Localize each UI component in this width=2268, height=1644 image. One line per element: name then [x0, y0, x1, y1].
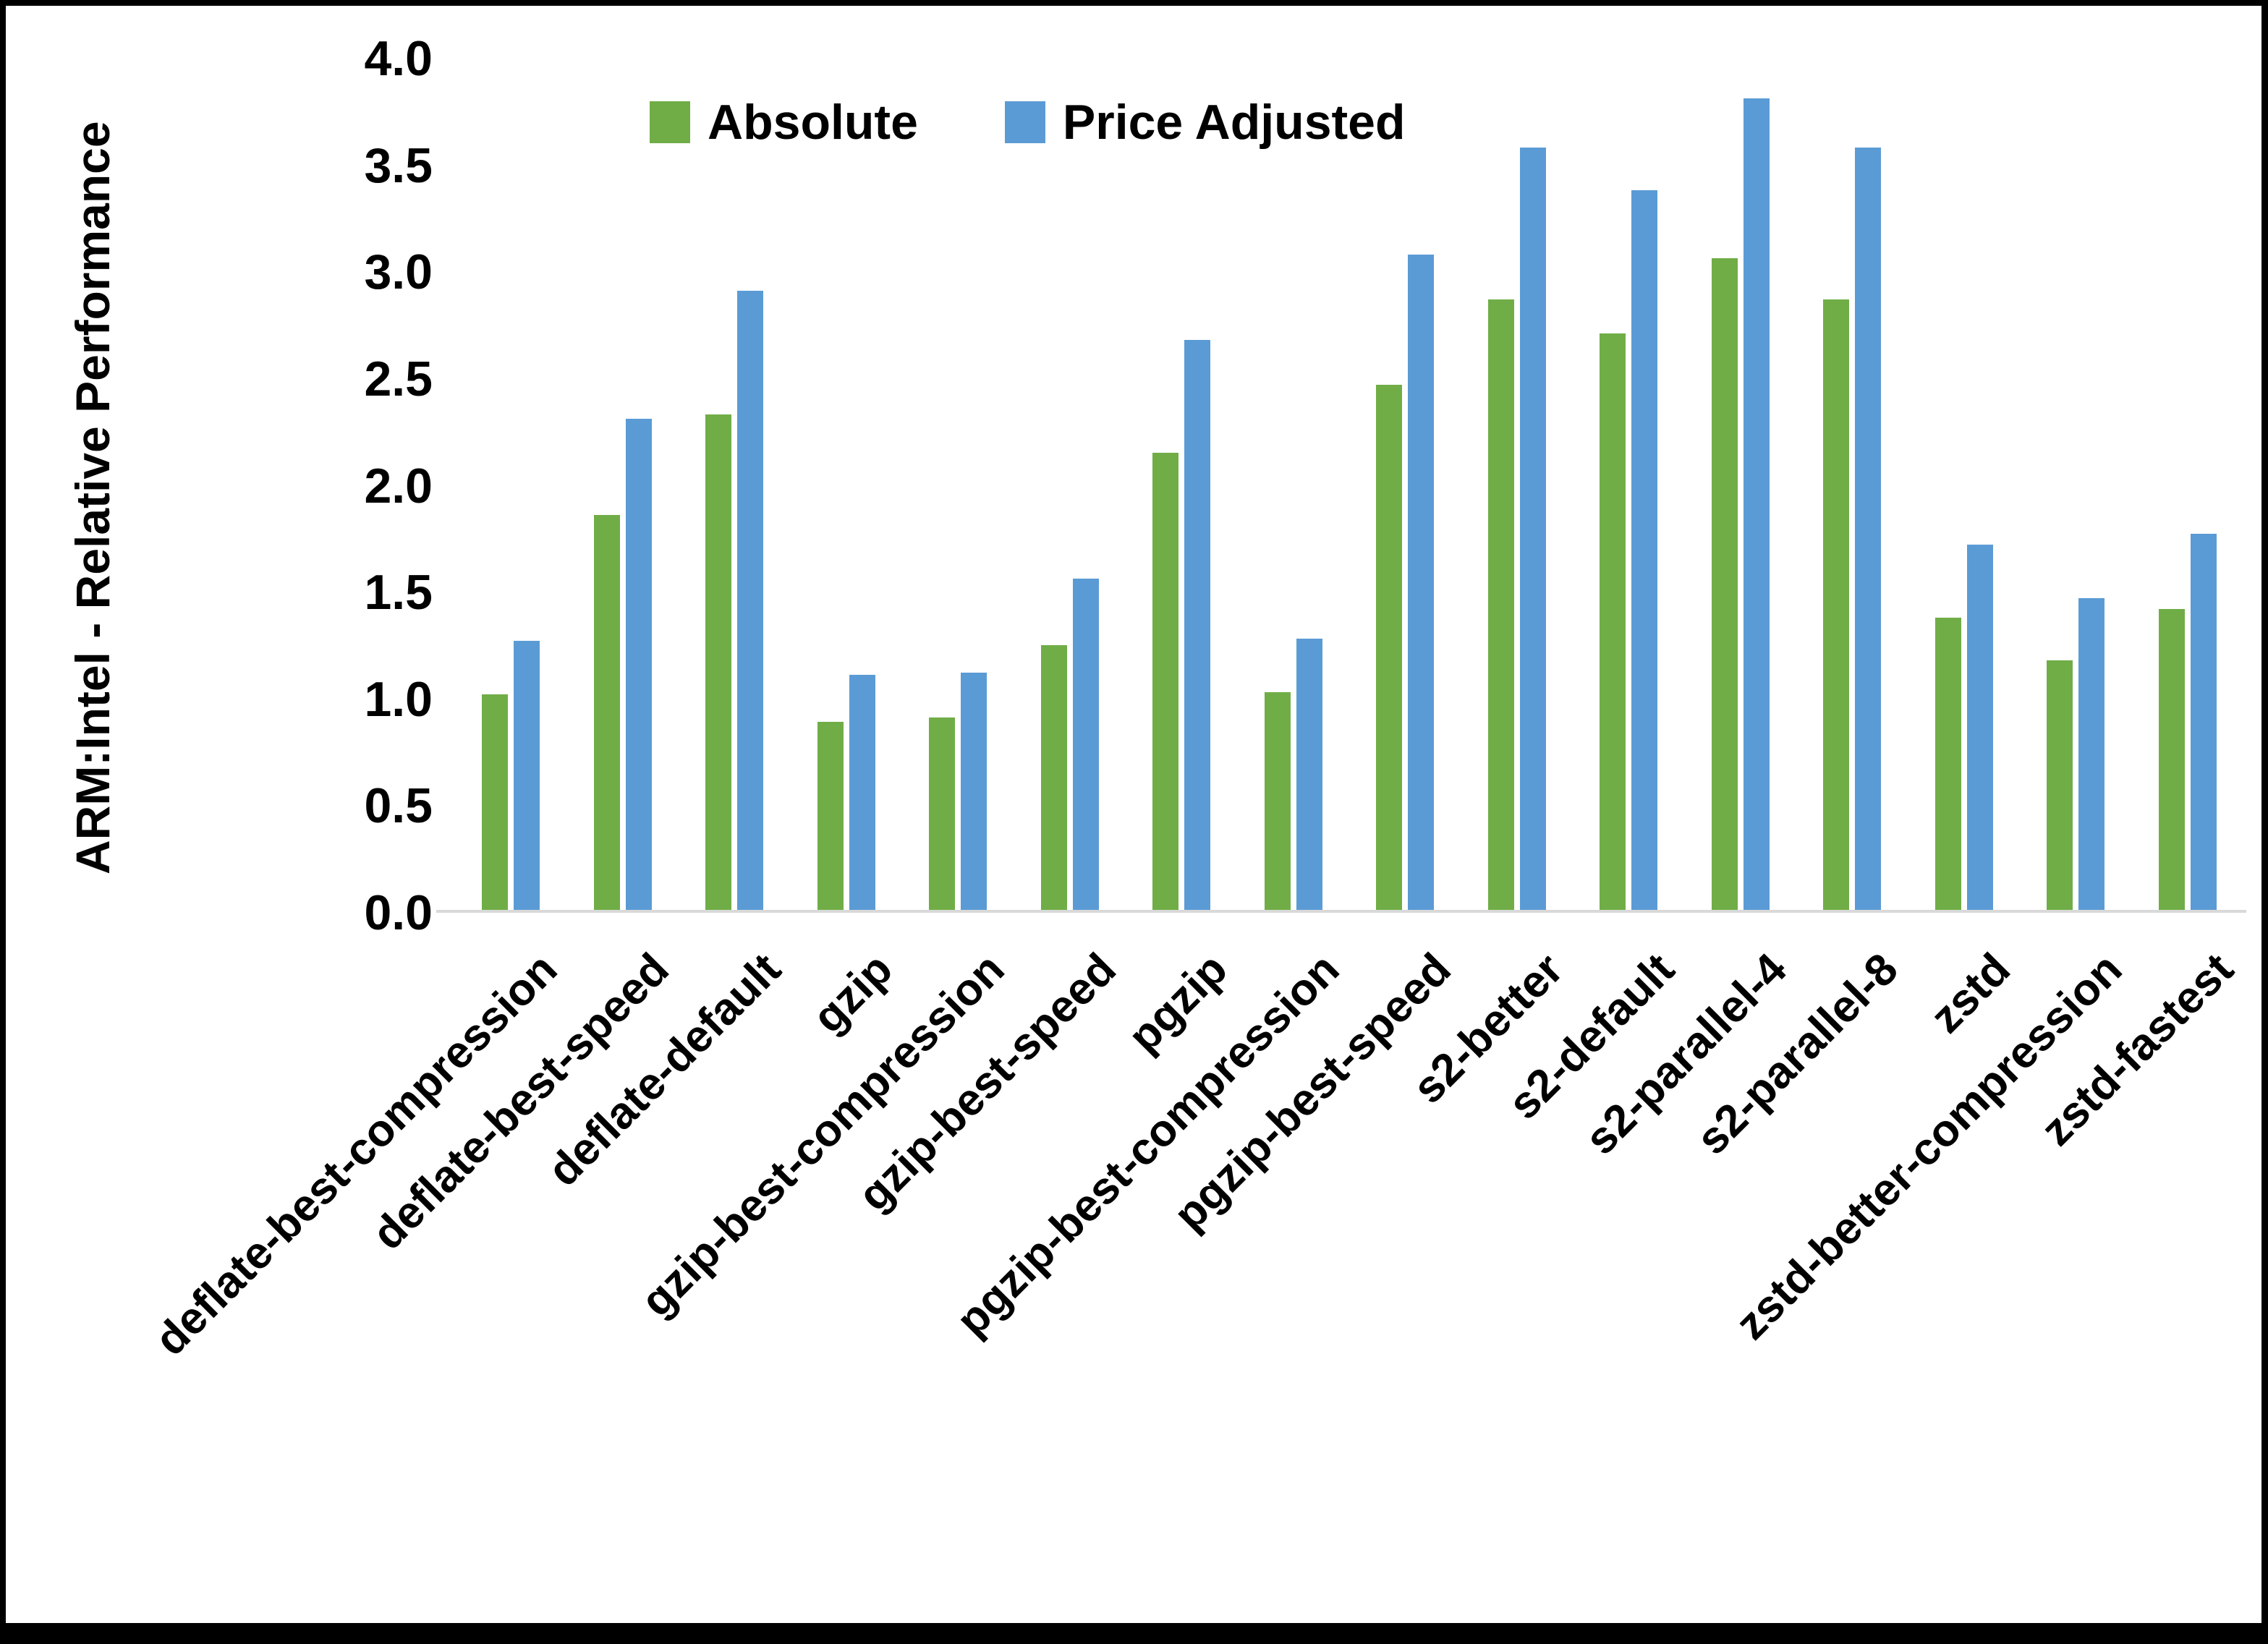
- bar-price-adjusted-zstd-fastest: [2191, 534, 2217, 910]
- legend-item-price-adjusted: Price Adjusted: [1004, 94, 1406, 150]
- bar-price-adjusted-pgzip-best-speed: [1408, 255, 1434, 910]
- y-tick-label-4.0: 4.0: [364, 31, 433, 86]
- bar-absolute-pgzip-best-speed: [1376, 385, 1402, 910]
- bar-price-adjusted-pgzip: [1184, 340, 1210, 910]
- bar-absolute-s2-parallel-8: [1823, 299, 1849, 910]
- bar-absolute-zstd-better-compression: [2047, 660, 2073, 910]
- bar-absolute-deflate-default: [705, 414, 731, 910]
- x-label-gzip: gzip: [803, 944, 902, 1043]
- legend-swatch-absolute-icon: [650, 101, 690, 143]
- y-tick-label-3.0: 3.0: [364, 244, 433, 300]
- bar-absolute-gzip-best-compression: [929, 717, 955, 910]
- bar-price-adjusted-gzip-best-compression: [961, 673, 987, 910]
- y-tick-label-3.5: 3.5: [364, 137, 433, 193]
- bar-absolute-gzip: [817, 722, 844, 910]
- bar-price-adjusted-s2-parallel-4: [1744, 98, 1770, 910]
- y-tick-label-0.0: 0.0: [364, 885, 433, 940]
- legend-swatch-price-adjusted-icon: [1004, 101, 1045, 143]
- x-axis-line: [436, 910, 2246, 913]
- bar-price-adjusted-pgzip-best-compression: [1296, 639, 1322, 910]
- bar-price-adjusted-zstd-better-compression: [2078, 598, 2105, 910]
- bar-price-adjusted-gzip-best-speed: [1073, 579, 1099, 910]
- y-tick-label-1.0: 1.0: [364, 671, 433, 727]
- bar-absolute-s2-better: [1488, 299, 1514, 910]
- bar-absolute-deflate-best-speed: [594, 515, 620, 910]
- bar-absolute-gzip-best-speed: [1041, 645, 1067, 910]
- legend-item-absolute: Absolute: [650, 94, 918, 150]
- bar-absolute-s2-parallel-4: [1712, 258, 1738, 910]
- legend: Absolute Price Adjusted: [650, 94, 1406, 150]
- x-label-s2-parallel-8: s2-parallel-8: [1687, 944, 1908, 1164]
- bar-price-adjusted-zstd: [1967, 545, 1993, 910]
- y-tick-label-1.5: 1.5: [364, 565, 433, 621]
- legend-label-price-adjusted: Price Adjusted: [1062, 95, 1406, 150]
- bar-price-adjusted-gzip: [849, 675, 875, 910]
- bar-absolute-zstd: [1935, 618, 1961, 910]
- bar-absolute-pgzip-best-compression: [1265, 692, 1291, 910]
- y-tick-label-0.5: 0.5: [364, 778, 433, 834]
- bar-price-adjusted-deflate-default: [737, 291, 763, 910]
- y-tick-label-2.0: 2.0: [364, 458, 433, 514]
- y-tick-label-2.5: 2.5: [364, 351, 433, 406]
- bar-price-adjusted-s2-default: [1631, 190, 1657, 910]
- legend-label-absolute: Absolute: [708, 95, 918, 150]
- x-label-zstd: zstd: [1921, 944, 2020, 1043]
- bar-price-adjusted-s2-better: [1520, 148, 1546, 910]
- bar-absolute-pgzip: [1152, 453, 1178, 910]
- bar-price-adjusted-s2-parallel-8: [1855, 148, 1881, 910]
- bar-price-adjusted-deflate-best-speed: [626, 419, 652, 910]
- bar-absolute-s2-default: [1600, 333, 1626, 910]
- bar-absolute-deflate-best-compression: [482, 694, 508, 910]
- bar-absolute-zstd-fastest: [2159, 609, 2185, 910]
- plot-area: 0.0 0.5 1.0 1.5 2.0 2.5 3.0 3.5 4.0 deflate-best…: [6, 6, 2261, 1623]
- bar-price-adjusted-deflate-best-compression: [514, 641, 540, 910]
